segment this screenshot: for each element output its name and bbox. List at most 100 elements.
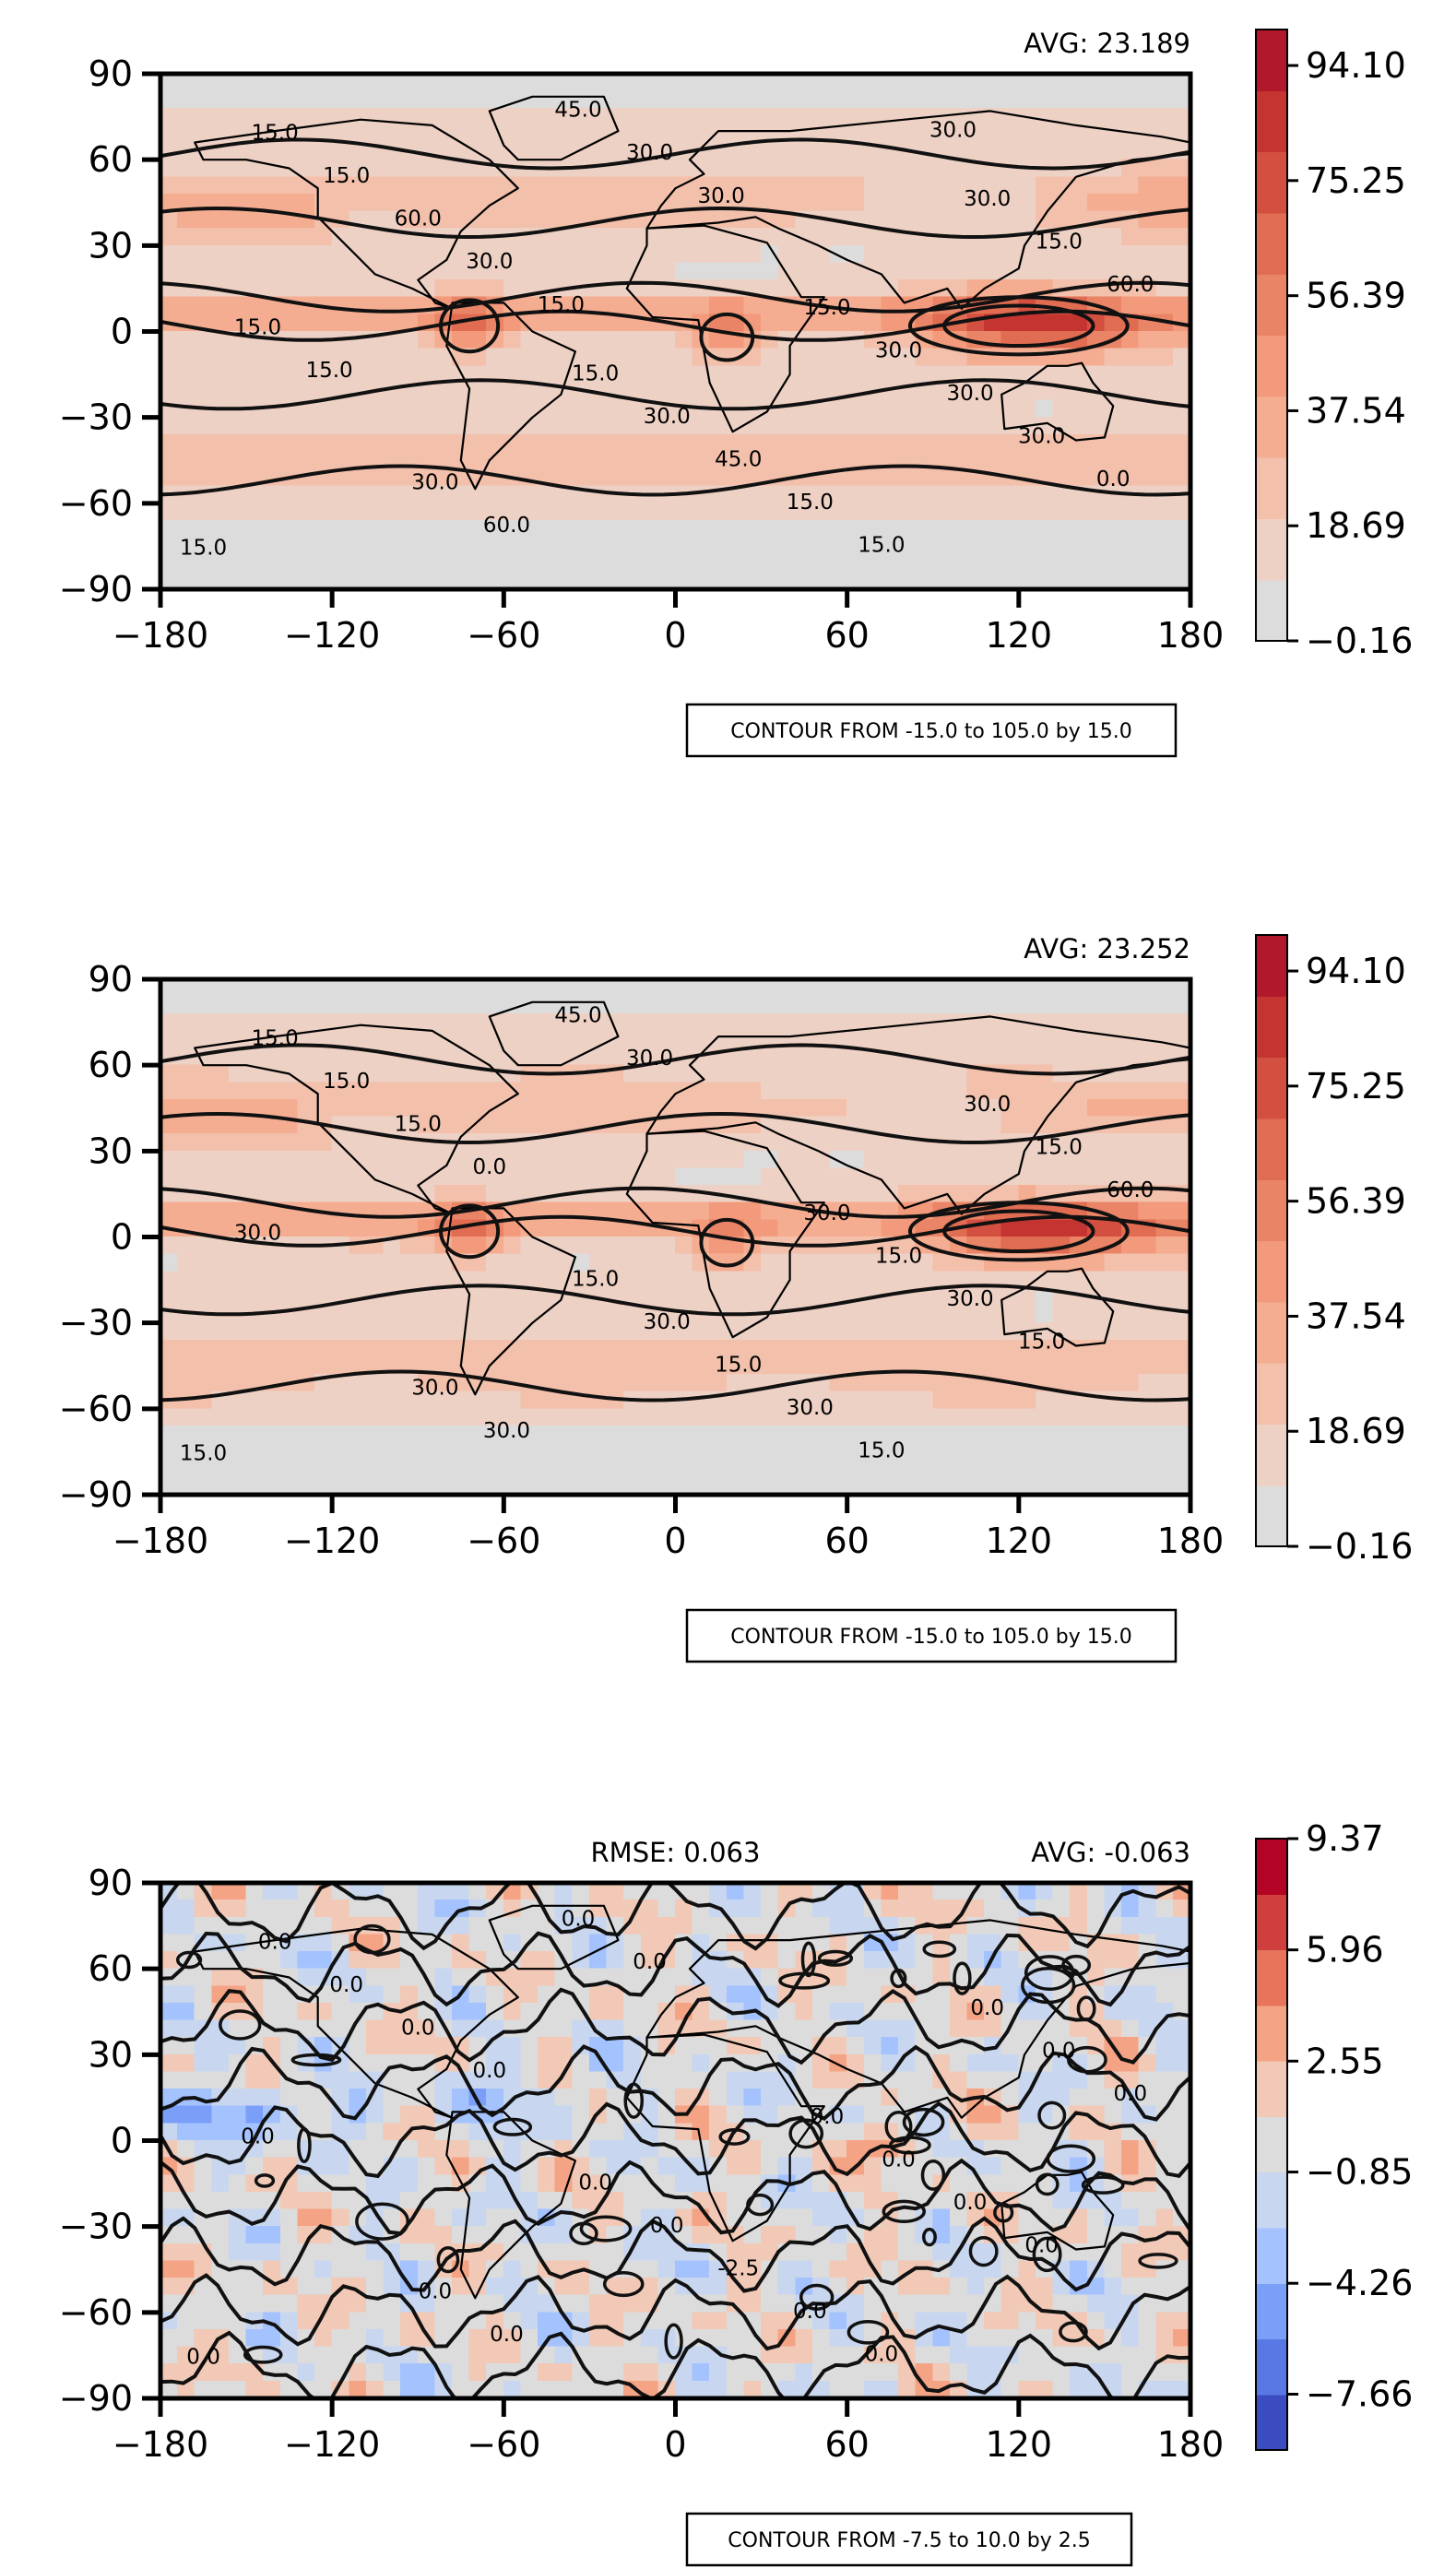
- coastline: [625, 2033, 825, 2243]
- contour-label: 30.0: [234, 1222, 281, 1246]
- contour-line: [160, 2273, 1190, 2351]
- contour-label: 15.0: [858, 534, 905, 558]
- contour-line: [160, 378, 1190, 411]
- contour-label: 15.0: [305, 359, 352, 383]
- colorbar-tick-label: −0.16: [1306, 621, 1413, 661]
- colorbar-swatch: [1256, 2394, 1287, 2451]
- y-tick-label: 0: [111, 1217, 133, 1258]
- contour-loop: [175, 1950, 203, 1970]
- colorbar-swatch: [1256, 30, 1287, 91]
- contour-loop: [846, 2320, 890, 2345]
- contour-loop: [243, 2345, 283, 2364]
- contour-line: [160, 1284, 1190, 1317]
- colorbar: −0.16 18.69 37.54 56.39 75.25 94.10: [1255, 29, 1413, 661]
- contour-loop: [1046, 2144, 1096, 2173]
- contour-loop: [993, 2202, 1014, 2223]
- coastline: [645, 110, 1190, 310]
- contour-label: 15.0: [715, 1353, 762, 1377]
- contour-label: 60.0: [395, 207, 442, 231]
- colorbar-tick-label: −4.26: [1306, 2263, 1413, 2303]
- colorbar-swatch: [1256, 1057, 1287, 1119]
- coastline: [445, 2111, 576, 2300]
- x-tick-label: 60: [824, 1521, 869, 1561]
- contour-label: 0.0: [490, 2323, 524, 2347]
- contour-label: 15.0: [538, 293, 585, 317]
- contour-line: [160, 464, 1190, 497]
- contour-label: 15.0: [1036, 230, 1083, 254]
- contour-line: [160, 2158, 1190, 2236]
- contour-label: 30.0: [946, 382, 993, 406]
- x-tick-label: 120: [986, 615, 1053, 656]
- avg-label: AVG: 23.189: [1024, 28, 1190, 59]
- contour-loop: [882, 2199, 927, 2224]
- colorbar-swatch: [1256, 335, 1287, 397]
- x-tick-label: 60: [824, 615, 869, 656]
- contour-loop: [290, 2053, 342, 2067]
- contour-loop: [602, 2270, 645, 2298]
- y-tick-label: −60: [59, 1389, 133, 1429]
- contour-loop: [968, 2236, 999, 2267]
- contour-label: 15.0: [180, 1442, 227, 1466]
- contour-loop: [254, 2173, 276, 2188]
- colorbar-frame: [1255, 934, 1288, 1547]
- colorbar-swatch: [1256, 2061, 1287, 2117]
- contour-loop: [1035, 2172, 1059, 2196]
- contour-label: 15.0: [323, 164, 370, 188]
- contour-loop: [889, 2136, 931, 2155]
- field: 15.0 15.0 30.0 30.0 15.0 15.0 30.0 15.0 60.0 30.0…: [160, 74, 1190, 589]
- y-tick-label: 30: [89, 2034, 133, 2075]
- y-tick-label: −30: [59, 397, 133, 438]
- contour-label: 30.0: [626, 1047, 673, 1071]
- colorbar: −0.16 18.69 37.54 56.39 75.25 94.10: [1255, 934, 1413, 1567]
- colorbar-swatch: [1256, 2338, 1287, 2396]
- contour-loop: [921, 2227, 937, 2247]
- contour-line: [160, 2216, 1190, 2293]
- x-tick-label: 180: [1157, 1521, 1225, 1561]
- x-tick-label: 180: [1157, 615, 1225, 656]
- colorbar-swatch: [1256, 1894, 1287, 1951]
- contour-note-box: [685, 2512, 1133, 2567]
- contour-loop: [902, 2107, 945, 2137]
- contour-loop: [746, 2193, 775, 2217]
- contour-label: 15.0: [252, 121, 299, 145]
- contour-label: 60.0: [483, 514, 530, 538]
- contour-loop: [1059, 2321, 1088, 2343]
- colorbar-tick-label: 94.10: [1306, 45, 1406, 86]
- contour-label: 60.0: [1107, 1178, 1154, 1202]
- contour-label: 15.0: [323, 1070, 370, 1094]
- contour-label: 15.0: [1036, 1135, 1083, 1159]
- contour-label: 0.0: [258, 1930, 292, 1954]
- contour-loop: [1081, 2175, 1125, 2195]
- colorbar-frame: [1255, 29, 1288, 642]
- colorbar-tick-label: 5.96: [1306, 1930, 1384, 1970]
- colorbar-swatch: [1256, 1839, 1287, 1895]
- contour-loop: [623, 2082, 645, 2119]
- contour-label: 15.0: [252, 1026, 299, 1050]
- contour-loop: [1067, 2045, 1107, 2074]
- contour-note-box: [685, 1608, 1178, 1663]
- colorbar-tick-label: 9.37: [1306, 1818, 1384, 1859]
- y-tick-label: −30: [59, 2207, 133, 2247]
- colorbar-tick-label: −0.16: [1306, 1526, 1413, 1567]
- contour-label: 30.0: [964, 187, 1011, 211]
- x-tick-label: 120: [986, 1521, 1053, 1561]
- contour-loop: [492, 2117, 533, 2136]
- colorbar-swatch: [1256, 935, 1287, 997]
- contour-label: 30.0: [803, 1201, 850, 1225]
- contour-label: 15.0: [875, 1244, 922, 1268]
- x-tick-label: −60: [467, 615, 540, 656]
- coastline: [645, 1015, 1190, 1215]
- contour-loop: [1138, 2253, 1178, 2269]
- contour-label: 0.0: [882, 2148, 916, 2172]
- colorbar-swatch: [1256, 996, 1287, 1059]
- contour-line: [160, 206, 1190, 240]
- contour-line: [160, 1987, 1190, 2065]
- contour-label: 30.0: [411, 470, 458, 494]
- x-tick-label: −60: [467, 2424, 540, 2465]
- x-tick-label: 120: [986, 2424, 1053, 2465]
- contour-label: -2.5: [717, 2256, 759, 2280]
- colorbar-tick-label: 2.55: [1306, 2041, 1384, 2081]
- contour-loop: [439, 298, 501, 354]
- y-tick-label: −90: [59, 2378, 133, 2419]
- contour-loop: [942, 303, 1095, 349]
